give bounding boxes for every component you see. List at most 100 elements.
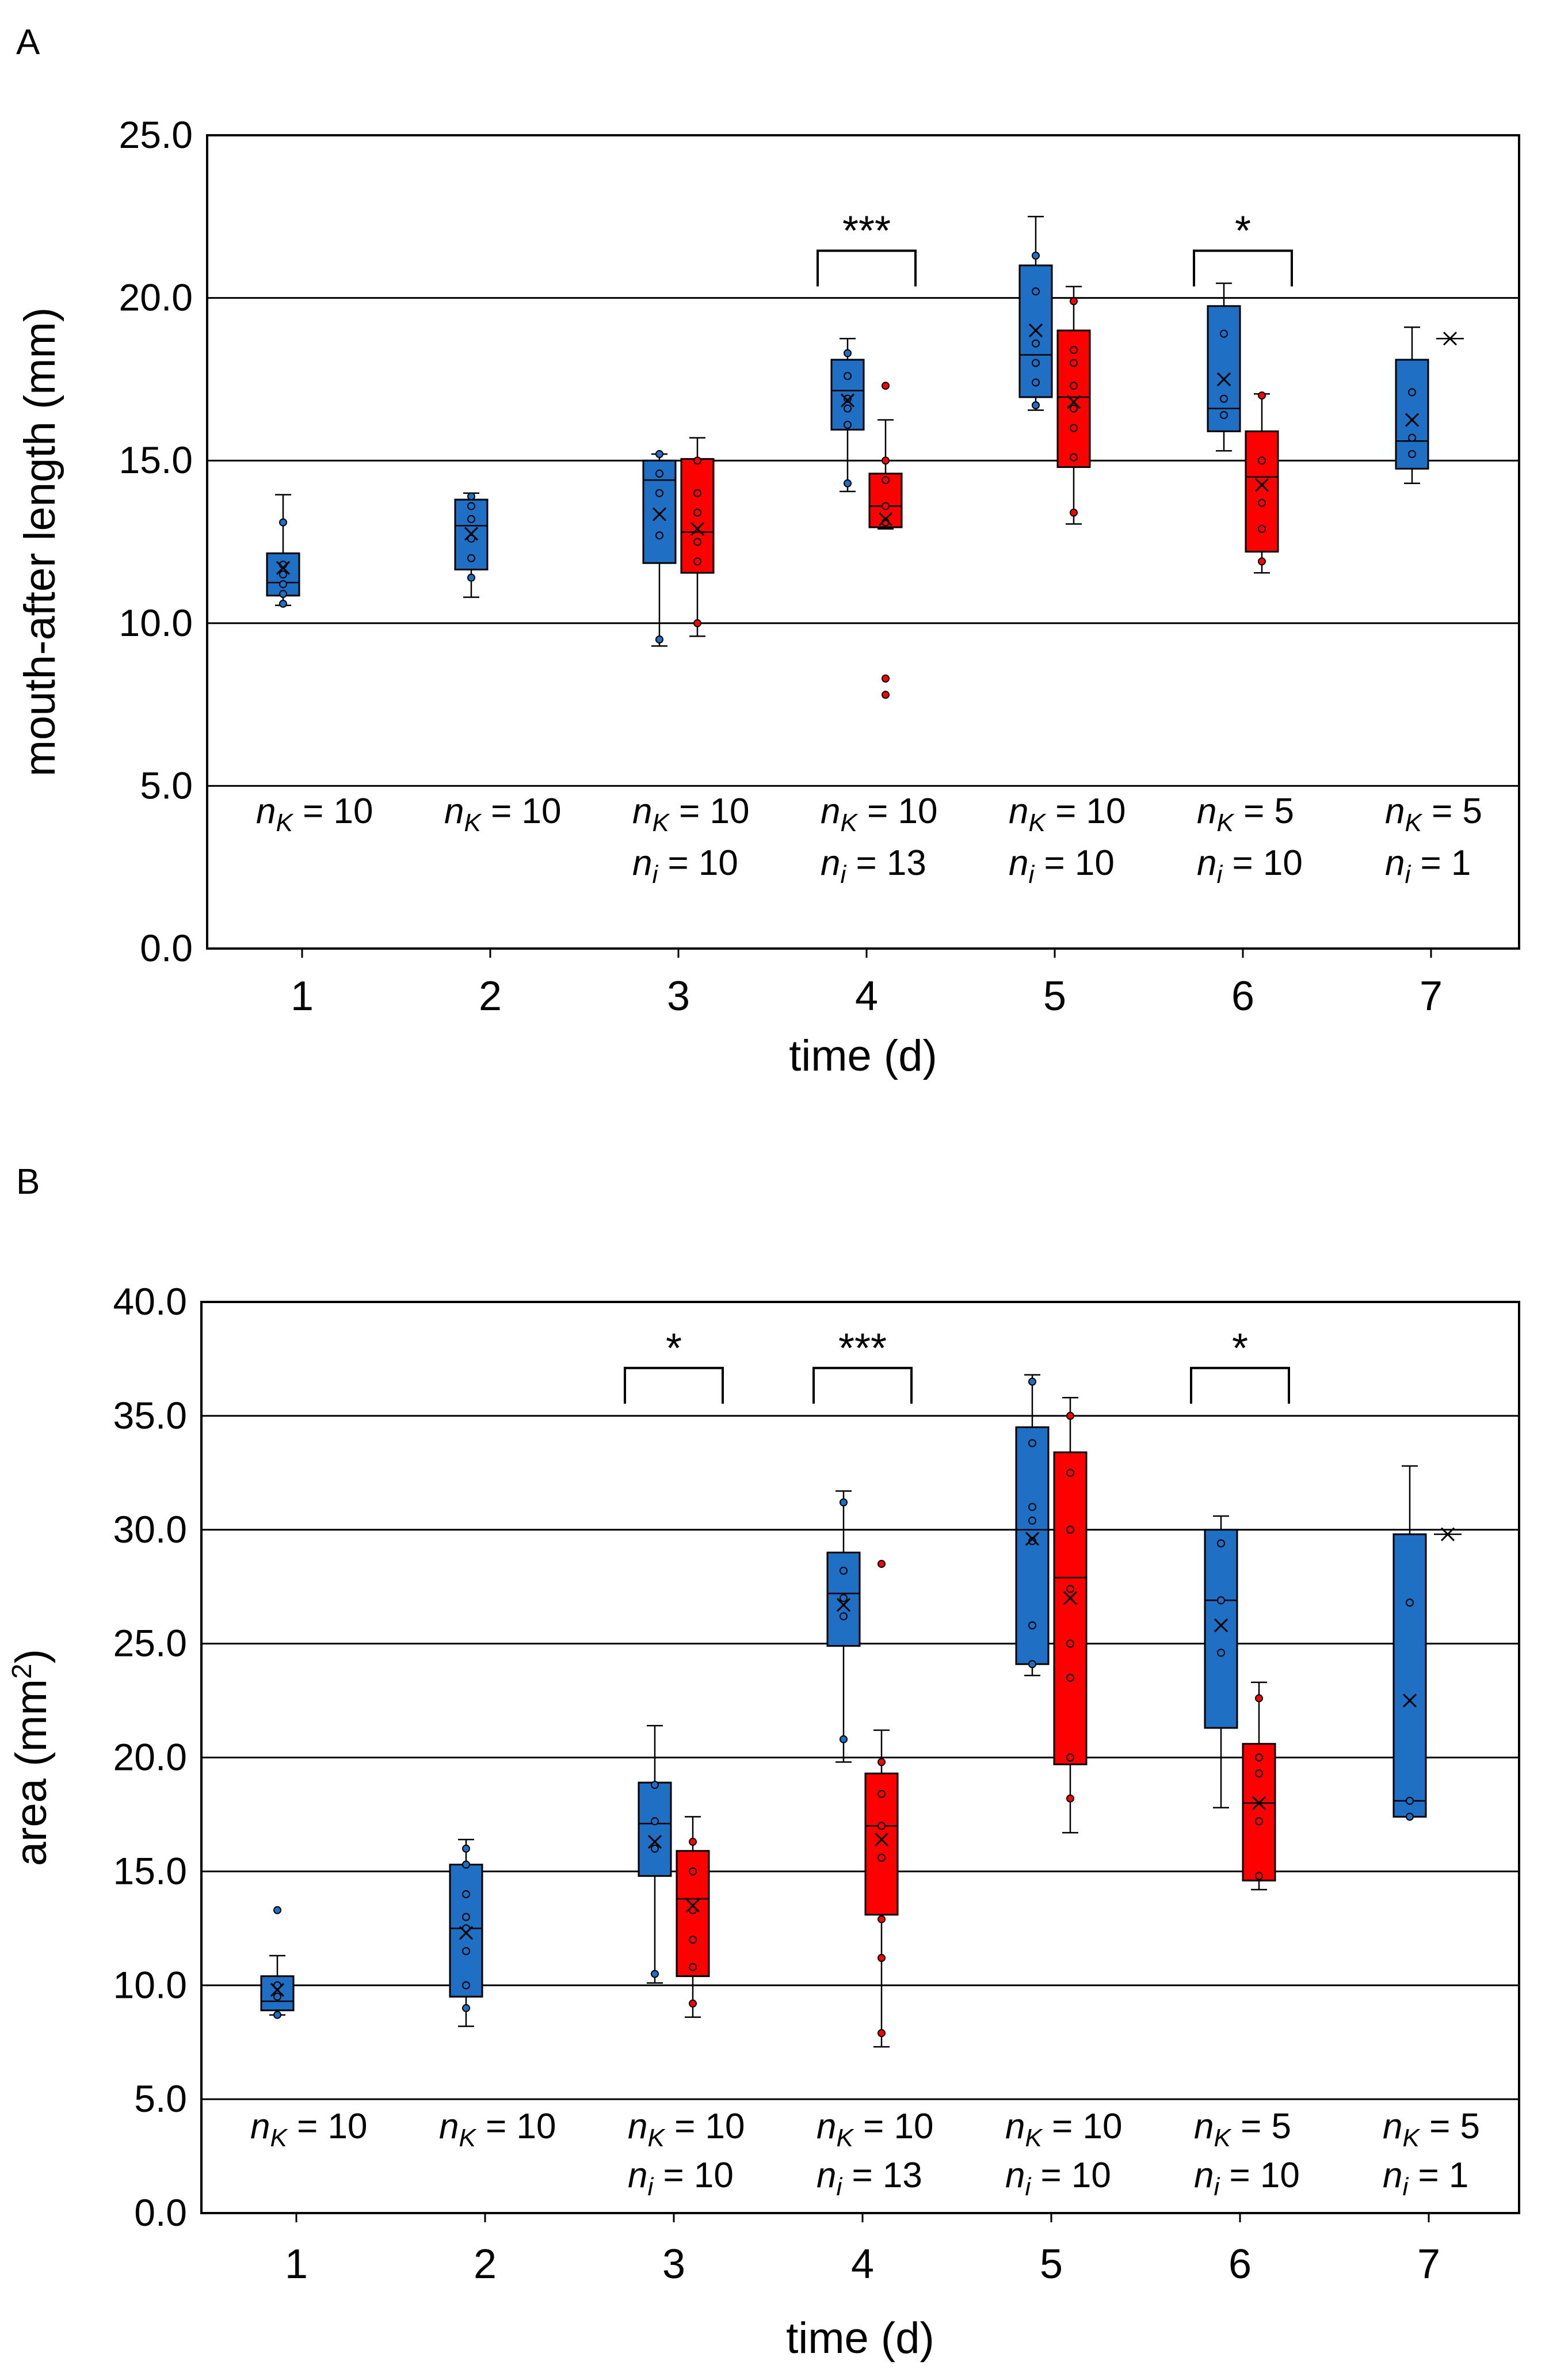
box-body — [1207, 305, 1241, 432]
y-axis-title-end: ) — [7, 1649, 56, 1663]
significance-bracket-day-4: *** — [812, 1326, 913, 1404]
data-point — [693, 489, 701, 497]
data-point — [1066, 1639, 1074, 1648]
sample-size-i: ni = 1 — [1383, 2156, 1468, 2201]
data-point — [462, 1844, 470, 1853]
x-tick-label: 5 — [1040, 2241, 1063, 2287]
sample-size-i: ni = 10 — [628, 2156, 734, 2201]
mean-marker — [874, 1832, 889, 1847]
data-point — [1066, 1468, 1074, 1477]
data-point — [651, 1844, 659, 1853]
data-point — [279, 599, 287, 608]
sample-size-k: nK = 10 — [628, 2107, 745, 2152]
mean-marker — [647, 1834, 662, 1849]
n-value: = 10 — [1219, 2156, 1300, 2195]
x-tick-label: 1 — [285, 2241, 308, 2287]
data-point — [655, 489, 663, 497]
n-symbol: n — [1197, 843, 1216, 883]
box-K-day-6 — [1207, 282, 1241, 452]
significance-bracket-day-6: * — [1193, 208, 1293, 287]
y-tick-label: 20.0 — [113, 1736, 187, 1779]
data-point — [467, 534, 475, 543]
data-point — [273, 2010, 281, 2019]
n-symbol: n — [1385, 843, 1405, 883]
data-point — [693, 508, 701, 517]
data-point — [1406, 1598, 1414, 1607]
n-subscript: i — [1025, 2173, 1031, 2201]
data-point — [1070, 424, 1078, 432]
box-i-day-5 — [1053, 1396, 1088, 1834]
n-subscript: i — [836, 2173, 842, 2201]
sample-size-k: nK = 10 — [821, 791, 937, 837]
n-value: = 10 — [1046, 791, 1126, 831]
mean-marker — [276, 561, 291, 575]
n-symbol: n — [1197, 791, 1216, 831]
data-point — [844, 404, 852, 413]
data-point — [1258, 524, 1266, 533]
data-point — [1255, 1694, 1263, 1703]
data-point — [840, 1566, 848, 1575]
data-point — [279, 518, 287, 527]
data-point — [882, 691, 890, 699]
sample-size-i: ni = 13 — [817, 2156, 922, 2201]
data-point — [689, 1999, 697, 2008]
data-point — [655, 450, 663, 458]
y-tick-label: 25.0 — [113, 1622, 187, 1665]
box-body — [1242, 1743, 1276, 1882]
sample-size-i: ni = 10 — [1197, 843, 1303, 889]
mean-marker — [1254, 478, 1269, 492]
n-value: = 1 — [1410, 843, 1471, 883]
data-point — [1408, 450, 1416, 458]
data-point — [1408, 388, 1416, 397]
box-i-day-6 — [1242, 1681, 1276, 1891]
significance-label: * — [1235, 208, 1251, 254]
sample-size-k: nK = 10 — [444, 791, 561, 837]
n-value: = 10 — [476, 2107, 556, 2146]
data-point — [1032, 339, 1040, 348]
n-value: = 13 — [842, 2156, 922, 2195]
y-tick-label: 30.0 — [113, 1508, 187, 1551]
panel-letter-a: A — [16, 22, 40, 62]
data-point — [1255, 1817, 1263, 1826]
data-point — [877, 1853, 886, 1862]
box-i-day-7 — [1434, 1527, 1462, 1541]
n-subscript: K — [652, 809, 670, 837]
sample-size-k: nK = 10 — [1009, 791, 1125, 837]
n-value: = 10 — [293, 791, 373, 831]
x-tick-label: 4 — [855, 973, 878, 1019]
box-K-day-2 — [449, 1838, 483, 2027]
data-point — [1408, 433, 1416, 442]
n-symbol: n — [1005, 2107, 1025, 2146]
data-point — [651, 1970, 659, 1978]
n-subscript: i — [840, 860, 846, 889]
n-value: = 10 — [1222, 843, 1303, 883]
data-point — [1258, 498, 1266, 507]
box-K-day-6 — [1204, 1515, 1238, 1808]
box-body — [642, 459, 677, 564]
y-tick-label: 15.0 — [113, 1849, 187, 1892]
data-point — [1406, 1796, 1414, 1805]
n-symbol: n — [1383, 2107, 1402, 2146]
mean-marker — [690, 521, 705, 536]
box-i-day-3 — [680, 437, 715, 637]
data-point — [689, 1867, 697, 1876]
bracket — [624, 1366, 724, 1404]
mean-marker — [459, 1926, 474, 1940]
data-point — [1066, 1673, 1074, 1682]
box-K-day-7 — [1392, 1465, 1427, 1821]
mean-marker — [836, 1598, 851, 1612]
x-tick-label: 6 — [1231, 973, 1254, 1019]
mean-marker — [652, 507, 667, 521]
significance-label: * — [1232, 1326, 1248, 1372]
box-i-day-5 — [1056, 285, 1091, 525]
sample-size-k: nK = 5 — [1194, 2107, 1291, 2152]
data-point — [655, 531, 663, 540]
data-point — [1070, 382, 1078, 390]
n-subscript: i — [1216, 860, 1223, 889]
n-symbol: n — [821, 843, 840, 883]
significance-label: *** — [842, 208, 891, 254]
plot-frame — [200, 1301, 1520, 2214]
data-point — [467, 492, 475, 501]
sample-size-k: nK = 10 — [817, 2107, 933, 2152]
sample-size-i: ni = 13 — [821, 843, 926, 889]
